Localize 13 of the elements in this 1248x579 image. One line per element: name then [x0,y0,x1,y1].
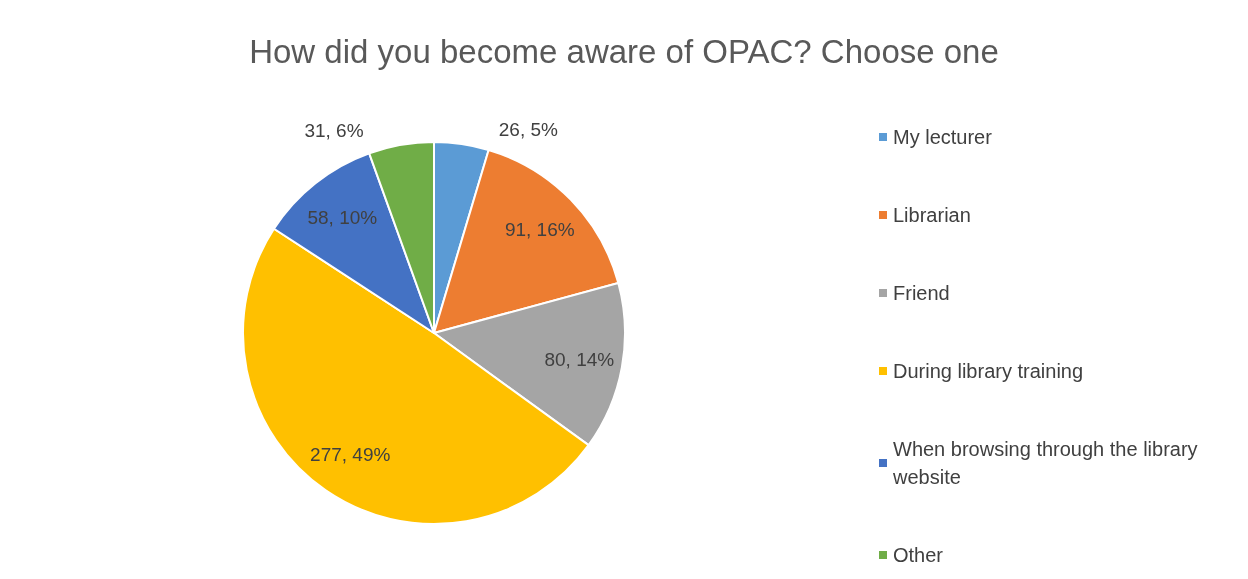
chart-title: How did you become aware of OPAC? Choose one [249,33,999,70]
legend-label: When browsing through the library website [892,438,1204,488]
legend-label: During library training [893,360,1084,382]
legend-label: Other [893,544,944,566]
data-label: 31, 6% [304,119,364,141]
data-label: 277, 49% [310,444,391,466]
legend-label: My lecturer [893,126,993,148]
data-label: 26, 5% [498,118,559,140]
data-label: 80, 14% [544,349,615,371]
legend-label: Friend [893,282,950,304]
data-label: 91, 16% [504,219,575,241]
data-label: 58, 10% [307,206,378,228]
legend-label: Librarian [893,204,971,226]
